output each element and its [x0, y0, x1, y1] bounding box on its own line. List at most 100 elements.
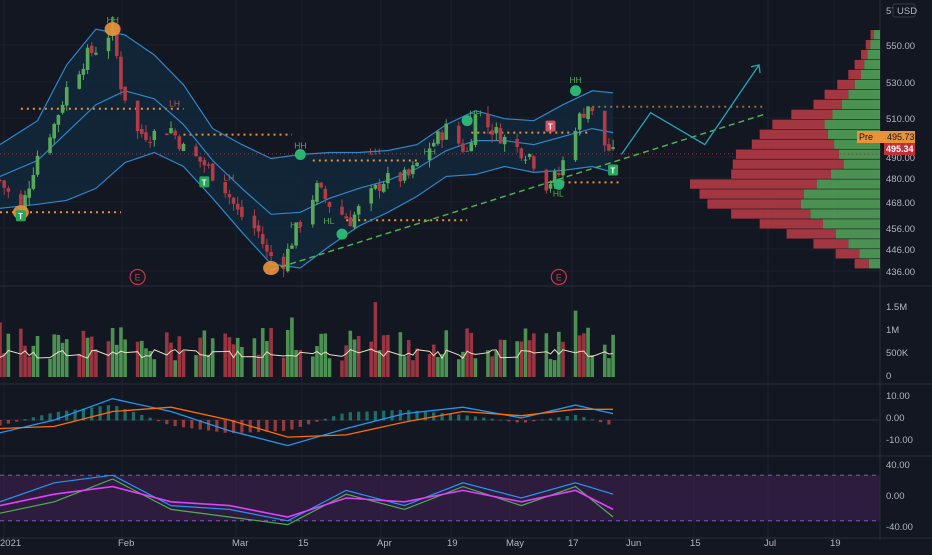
profile-bar-up	[838, 149, 880, 159]
currency-badge[interactable]	[892, 3, 916, 18]
pattern-label: HH	[294, 141, 306, 151]
volume-bar	[402, 356, 407, 377]
macd-histogram-bar	[206, 420, 211, 431]
volume-bar	[327, 358, 332, 377]
candle-body	[411, 165, 415, 175]
candle-body	[114, 25, 119, 57]
volume-bar	[223, 333, 228, 377]
signal-line	[0, 406, 614, 438]
candle-body	[152, 130, 157, 140]
volume-bar	[140, 340, 144, 377]
candle-body	[140, 129, 144, 134]
candle-body	[194, 146, 198, 157]
volume-bar	[348, 330, 353, 377]
volume-bar	[344, 345, 348, 377]
candle-body	[144, 132, 148, 140]
profile-bar-up	[870, 40, 880, 50]
macd-histogram-bar	[357, 411, 361, 421]
volume-bar	[427, 353, 432, 377]
macd-histogram-bar	[523, 420, 528, 423]
price-axis-top-tick: 57	[886, 6, 897, 17]
volume-bar	[494, 351, 499, 377]
volume-bar	[269, 327, 273, 377]
candle-body	[552, 171, 557, 184]
profile-bar-up	[823, 219, 880, 229]
macd-histogram-bar	[582, 417, 586, 421]
macd-histogram-bar	[465, 415, 469, 421]
profile-bar-up	[804, 189, 880, 199]
pattern-label: HH	[107, 15, 119, 25]
profile-bar-down	[732, 159, 844, 169]
t-marker-box	[199, 176, 210, 188]
volume-bar	[60, 342, 65, 377]
candle-body	[173, 130, 177, 136]
macd-histogram-bar	[373, 411, 377, 421]
t-marker-box	[15, 210, 26, 222]
price-tick: 446.00	[886, 245, 915, 256]
macd-pane	[0, 398, 880, 447]
volume-bar	[290, 317, 294, 377]
volume-bar	[515, 341, 519, 377]
rsi-tick: 0.00	[886, 491, 905, 502]
candle-body	[2, 180, 6, 188]
bollinger-lower	[0, 151, 614, 269]
volume-bar	[573, 310, 578, 377]
candle-body	[89, 45, 94, 53]
candle-body	[527, 154, 532, 157]
candle-body	[77, 74, 82, 89]
candle-body	[123, 86, 127, 101]
macd-histogram-bar	[265, 420, 269, 432]
macd-histogram-bar	[6, 420, 10, 424]
candle-body	[319, 182, 323, 188]
currency-label: USD	[897, 6, 917, 17]
candle-body	[602, 110, 607, 146]
volume-bar	[169, 342, 173, 377]
time-axis-label: 19	[830, 538, 841, 549]
volume-bar	[552, 360, 557, 377]
candle-body	[281, 256, 286, 270]
macd-histogram-bar	[282, 420, 286, 431]
profile-bar-down	[751, 139, 835, 149]
time-axis-label: 2021	[0, 538, 21, 549]
volume-bar	[590, 355, 595, 377]
volume-bar	[602, 344, 607, 377]
macd-histogram-bar	[565, 416, 569, 421]
profile-bar-up	[864, 59, 880, 70]
volume-bar	[532, 333, 536, 377]
price-tick: 468.00	[886, 198, 915, 209]
macd-histogram-bar	[73, 409, 77, 421]
macd-histogram-bar	[532, 420, 536, 422]
candle-body	[377, 183, 382, 191]
macd-histogram-bar	[573, 414, 578, 421]
candle-body	[519, 148, 524, 159]
volume-bar	[227, 337, 232, 377]
volume-bar	[235, 337, 240, 377]
macd-tick: 0.00	[886, 413, 905, 424]
candle-body	[523, 159, 528, 161]
profile-bar-up	[810, 209, 880, 219]
volume-bar	[194, 355, 198, 377]
profile-bar-up	[832, 109, 880, 120]
volume-bar	[265, 340, 269, 377]
macd-histogram-bar	[482, 417, 486, 421]
candle-body	[502, 136, 507, 145]
candle-body	[544, 169, 549, 191]
profile-bar-up	[859, 249, 880, 259]
volume-bar	[19, 328, 23, 377]
candle-body	[515, 139, 519, 148]
volume-bar	[27, 356, 31, 377]
candle-body	[148, 141, 152, 143]
time-axis-label: 17	[568, 538, 579, 549]
t-marker-box	[545, 120, 556, 132]
volume-bar	[519, 341, 524, 377]
profile-bar-up	[861, 69, 880, 80]
volume-bar	[202, 330, 207, 377]
price-tick: 530.00	[886, 78, 915, 89]
price-tick: 456.00	[886, 224, 915, 235]
candle-body	[48, 137, 52, 153]
candle-body	[235, 203, 240, 210]
profile-bar-down	[835, 249, 860, 259]
rsi-band	[0, 475, 880, 521]
profile-bar-up	[854, 79, 880, 90]
